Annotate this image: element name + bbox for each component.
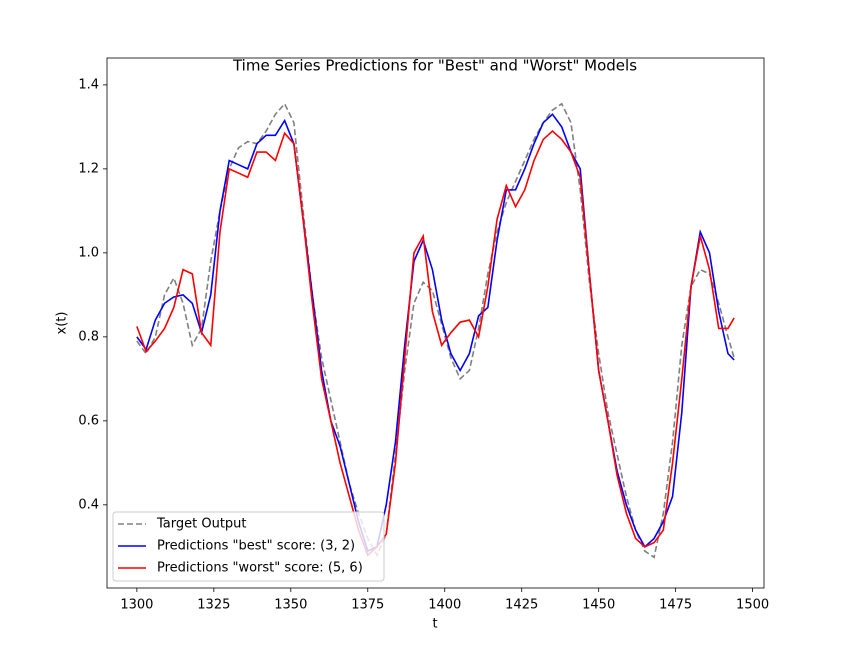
series-line [136,113,735,553]
x-tick-label: 1500 [736,598,769,613]
y-tick-label: 0.4 [78,497,99,512]
x-axis-label: t [432,617,437,632]
legend-label: Predictions "best" score: (3, 2) [157,539,355,554]
x-tick-label: 1450 [582,598,615,613]
series-line [136,129,735,557]
legend: Target Output Predictions "best" score: (… [112,511,385,582]
y-axis-label: x(t) [55,312,70,335]
axes-frame [106,57,765,589]
y-tick-label: 1.2 [78,161,99,176]
x-tick-label: 1375 [351,598,384,613]
plot-area: 1300 1325 1350 1375 1400 1425 1450 1475 1500 0.4 0… [78,57,769,613]
chart-title: Time Series Predictions for "Best" and "… [232,57,637,75]
y-tick-label: 0.6 [78,413,99,428]
x-tick-label: 1350 [274,598,307,613]
y-tick-label: 0.8 [78,329,99,344]
x-tick-label: 1475 [659,598,692,613]
y-tick-label: 1.4 [78,77,99,92]
legend-label: Target Output [156,517,247,532]
legend-label: Predictions "worst" score: (5, 6) [157,561,363,576]
legend-box [112,511,385,582]
x-tick-label: 1325 [197,598,230,613]
y-tick-label: 1.0 [78,245,99,260]
x-tick-label: 1400 [428,598,461,613]
x-tick-label: 1300 [120,598,153,613]
x-tick-label: 1425 [505,598,538,613]
